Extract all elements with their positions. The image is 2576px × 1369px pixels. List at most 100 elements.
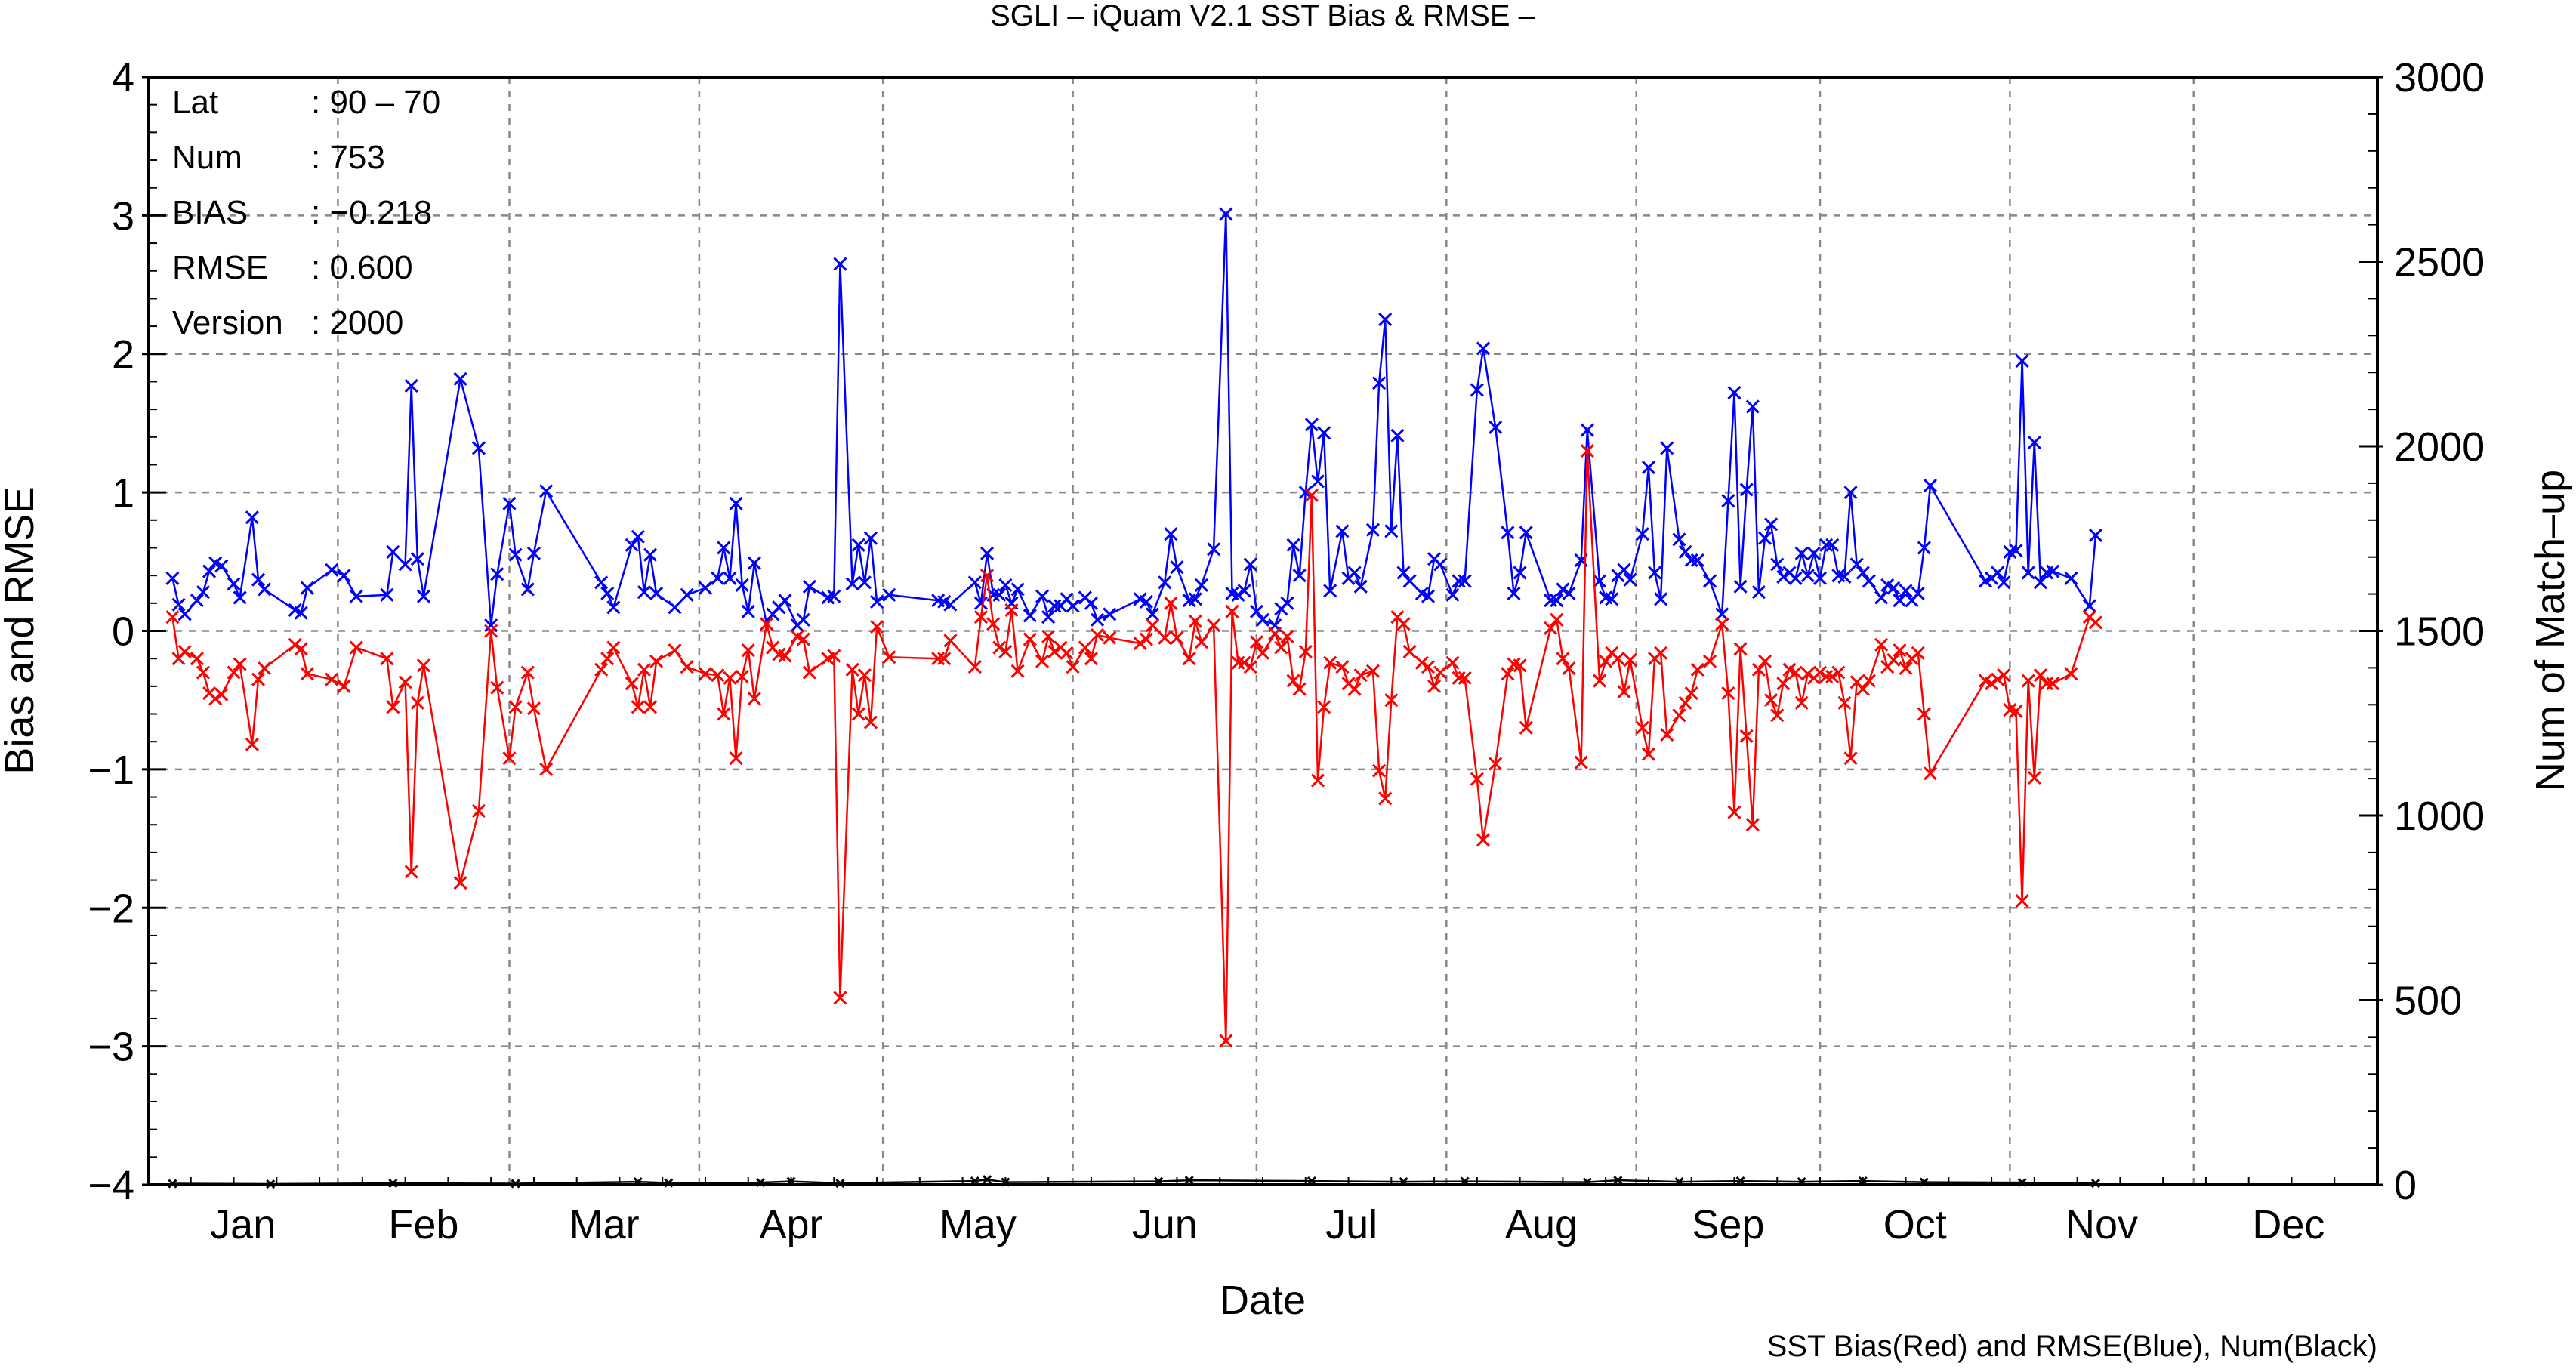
data-point bbox=[502, 496, 517, 510]
data-point bbox=[1090, 627, 1105, 643]
data-point bbox=[594, 662, 609, 677]
data-point bbox=[943, 634, 958, 648]
data-point bbox=[1421, 660, 1436, 674]
data-point bbox=[643, 547, 658, 562]
series-line bbox=[172, 1178, 2096, 1186]
data-point bbox=[1672, 708, 1686, 723]
data-point bbox=[2015, 894, 2029, 908]
data-point bbox=[520, 665, 535, 680]
data-point bbox=[1231, 587, 1245, 602]
data-point bbox=[325, 563, 339, 577]
data-point bbox=[735, 578, 749, 593]
data-point bbox=[1862, 674, 1876, 688]
data-point bbox=[1574, 755, 1588, 769]
data-point bbox=[857, 668, 872, 683]
data-point bbox=[637, 662, 651, 677]
data-point bbox=[2064, 667, 2078, 681]
data-point bbox=[1641, 747, 1655, 761]
x-axis-label: Date bbox=[1220, 1278, 1306, 1323]
data-point bbox=[502, 751, 517, 766]
data-point bbox=[668, 643, 682, 658]
data-point bbox=[1702, 654, 1717, 668]
data-point bbox=[1856, 566, 1870, 580]
data-point bbox=[1249, 604, 1263, 618]
data-point bbox=[857, 575, 872, 590]
data-point bbox=[1690, 662, 1704, 677]
data-point bbox=[827, 589, 841, 603]
data-point bbox=[526, 701, 541, 716]
data-point bbox=[870, 619, 884, 634]
data-point bbox=[631, 529, 645, 544]
stats-value: : −0.218 bbox=[311, 194, 432, 231]
data-point bbox=[1764, 693, 1779, 708]
data-point bbox=[833, 257, 847, 271]
data-point bbox=[2064, 571, 2078, 585]
stats-value: : 2000 bbox=[311, 304, 403, 341]
data-point bbox=[380, 652, 394, 666]
data-point bbox=[1231, 655, 1245, 670]
data-point bbox=[1476, 341, 1491, 356]
data-point bbox=[1445, 587, 1460, 602]
data-point bbox=[1794, 546, 1809, 560]
data-point bbox=[1047, 599, 1062, 613]
y2-axis-label: Num of Match–up bbox=[2528, 470, 2573, 791]
y-tick-label: 4 bbox=[112, 55, 134, 100]
axes: Jan Feb Mar Apr May Jun Jul Aug Sep Oct Nov Dec −4 −3… bbox=[88, 55, 2485, 1247]
data-point bbox=[1158, 631, 1172, 645]
data-point bbox=[1715, 617, 1729, 631]
data-point bbox=[1184, 1176, 1194, 1186]
data-point bbox=[2027, 770, 2041, 785]
data-point bbox=[863, 715, 878, 729]
data-point bbox=[1592, 574, 1607, 588]
data-point bbox=[1917, 707, 1931, 721]
data-point bbox=[1268, 627, 1282, 641]
data-point bbox=[539, 484, 554, 498]
data-point bbox=[1378, 312, 1393, 326]
series-line bbox=[171, 451, 2096, 1041]
data-point bbox=[1592, 674, 1607, 688]
data-point bbox=[1745, 399, 1760, 414]
data-point bbox=[1060, 646, 1074, 660]
data-point bbox=[741, 604, 755, 618]
data-point bbox=[717, 541, 731, 555]
data-point bbox=[1390, 428, 1405, 443]
data-point bbox=[741, 643, 755, 658]
data-point bbox=[1757, 531, 1772, 545]
data-point bbox=[1770, 557, 1785, 572]
data-point bbox=[1580, 423, 1594, 437]
data-point bbox=[1458, 574, 1472, 588]
data-point bbox=[165, 571, 180, 585]
data-point bbox=[2015, 353, 2029, 368]
month-tick-label: Jun bbox=[1132, 1202, 1198, 1247]
data-point bbox=[1617, 563, 1631, 577]
data-point bbox=[1605, 592, 1619, 606]
y2-tick-label: 500 bbox=[2394, 979, 2462, 1024]
data-point bbox=[680, 660, 694, 674]
data-point bbox=[1219, 1034, 1233, 1048]
data-point bbox=[453, 876, 467, 890]
data-point bbox=[2040, 677, 2054, 691]
data-point bbox=[1580, 444, 1594, 458]
data-point bbox=[2021, 674, 2035, 688]
data-point bbox=[245, 510, 259, 525]
data-point bbox=[1396, 617, 1411, 631]
data-point bbox=[1647, 566, 1662, 580]
y-tick-label: −2 bbox=[88, 886, 134, 931]
data-point bbox=[1010, 582, 1025, 597]
data-point bbox=[979, 569, 995, 583]
data-point bbox=[1757, 654, 1772, 668]
data-point bbox=[1831, 665, 1846, 680]
data-point bbox=[208, 692, 223, 706]
data-point bbox=[1317, 426, 1331, 440]
data-point bbox=[251, 672, 266, 686]
data-point bbox=[1249, 635, 1263, 649]
data-point bbox=[1365, 523, 1381, 537]
data-point bbox=[1733, 642, 1748, 656]
data-point bbox=[845, 577, 859, 591]
data-point bbox=[1819, 669, 1834, 684]
data-point bbox=[177, 644, 192, 659]
data-point bbox=[2046, 677, 2060, 691]
data-point bbox=[1182, 652, 1196, 666]
y2-tick-label: 2500 bbox=[2394, 240, 2485, 285]
data-point bbox=[233, 657, 247, 671]
